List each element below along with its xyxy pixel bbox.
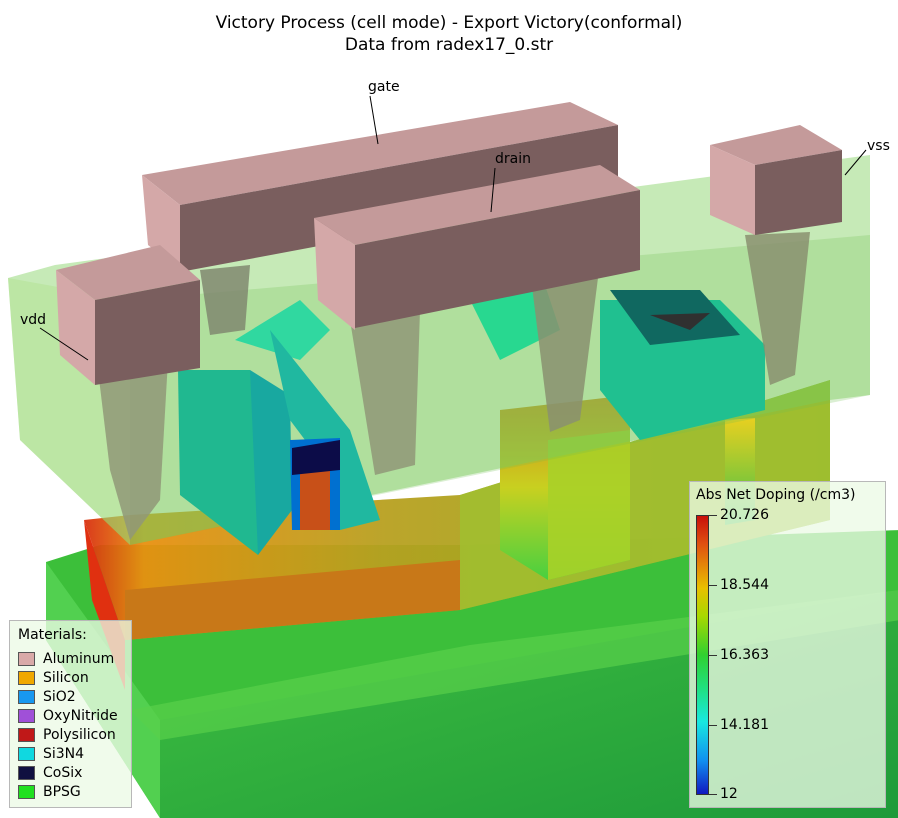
aluminum-drain-pad bbox=[314, 165, 640, 330]
aluminum-vdd-pad bbox=[56, 245, 200, 385]
doping-colorbar-legend: Abs Net Doping (/cm3) 20.726 18.544 16.3… bbox=[689, 481, 886, 808]
silicon-island bbox=[500, 395, 755, 580]
colorbar-tick bbox=[709, 725, 717, 726]
aluminum-vss-pad bbox=[710, 125, 842, 235]
colorbar-title: Abs Net Doping (/cm3) bbox=[696, 487, 856, 503]
material-name: BPSG bbox=[43, 784, 81, 800]
material-name: Polysilicon bbox=[43, 727, 116, 743]
plot-title-line2: Data from radex17_0.str bbox=[344, 35, 554, 55]
colorbar-tick-label: 16.363 bbox=[720, 647, 769, 663]
material-swatch bbox=[18, 652, 35, 666]
material-name: SiO2 bbox=[43, 689, 76, 705]
material-swatch bbox=[18, 766, 35, 780]
plot-title: Victory Process (cell mode) - Export Vic… bbox=[0, 12, 898, 56]
colorbar-tick bbox=[709, 585, 717, 586]
oxide-spacer-structures bbox=[178, 270, 765, 555]
vss-label: vss bbox=[867, 138, 890, 154]
materials-legend-title: Materials: bbox=[18, 627, 87, 643]
material-swatch bbox=[18, 709, 35, 723]
material-name: Si3N4 bbox=[43, 746, 85, 762]
plot-title-line1: Victory Process (cell mode) - Export Vic… bbox=[215, 13, 683, 33]
material-swatch bbox=[18, 690, 35, 704]
colorbar bbox=[696, 515, 709, 795]
colorbar-tick-label: 18.544 bbox=[720, 577, 769, 593]
gate-label: gate bbox=[368, 79, 400, 95]
material-swatch bbox=[18, 671, 35, 685]
colorbar-tick bbox=[709, 515, 717, 516]
aluminum-gate-pad bbox=[142, 102, 618, 272]
material-swatch bbox=[18, 747, 35, 761]
colorbar-tick-label: 20.726 bbox=[720, 507, 769, 523]
vdd-label: vdd bbox=[20, 312, 47, 328]
materials-legend: Materials: Aluminum Silicon SiO2 OxyNitr… bbox=[9, 620, 132, 808]
material-name: CoSix bbox=[43, 765, 83, 781]
via-plugs bbox=[98, 232, 810, 540]
material-swatch bbox=[18, 728, 35, 742]
material-name: Silicon bbox=[43, 670, 89, 686]
label-leader-lines bbox=[39, 95, 867, 361]
material-swatch bbox=[18, 785, 35, 799]
colorbar-tick bbox=[709, 655, 717, 656]
material-name: OxyNitride bbox=[43, 708, 118, 724]
colorbar-tick bbox=[709, 794, 717, 795]
drain-label: drain bbox=[495, 151, 531, 167]
colorbar-tick-label: 12 bbox=[720, 786, 738, 802]
colorbar-tick-label: 14.181 bbox=[720, 717, 769, 733]
material-name: Aluminum bbox=[43, 651, 115, 667]
